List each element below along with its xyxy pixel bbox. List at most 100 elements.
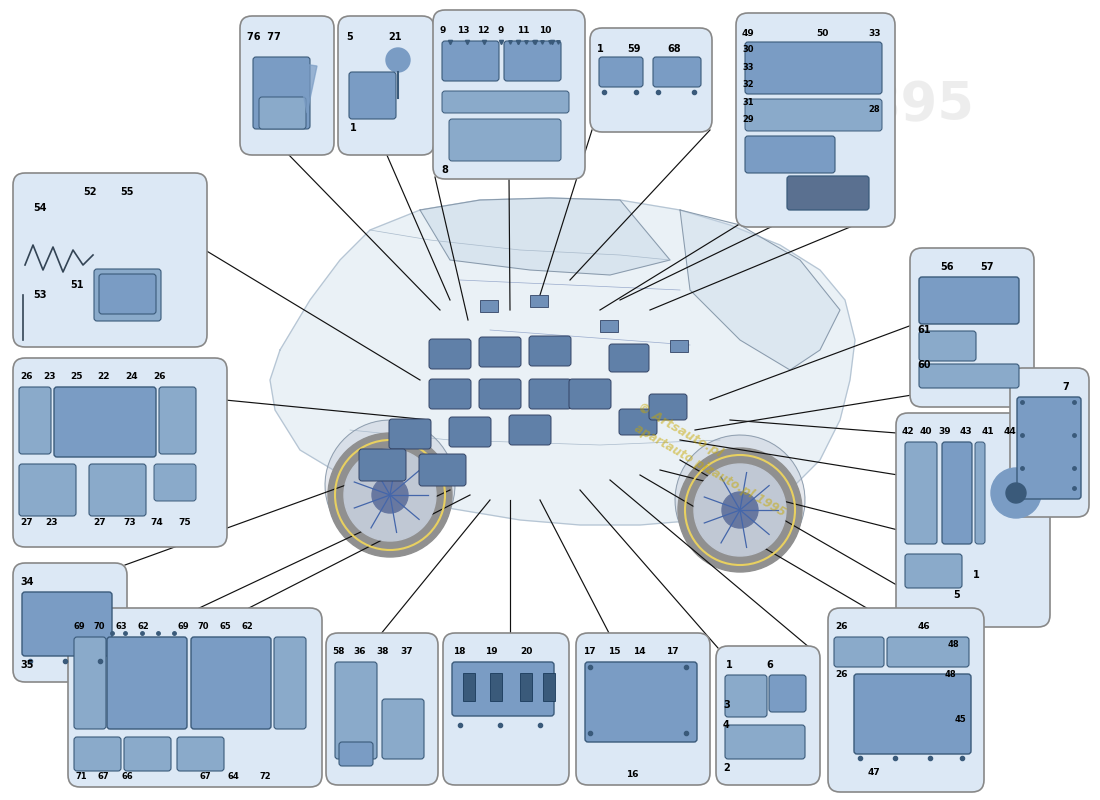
Text: 42: 42 <box>902 427 914 436</box>
FancyBboxPatch shape <box>54 387 156 457</box>
Text: 64: 64 <box>228 772 240 781</box>
FancyBboxPatch shape <box>154 464 196 501</box>
Bar <box>520 673 532 701</box>
Polygon shape <box>297 63 317 113</box>
Text: 48: 48 <box>945 670 957 679</box>
FancyBboxPatch shape <box>896 413 1050 627</box>
Text: 57: 57 <box>980 262 993 272</box>
Text: 23: 23 <box>45 518 57 527</box>
FancyBboxPatch shape <box>942 442 972 544</box>
Circle shape <box>722 492 758 528</box>
FancyBboxPatch shape <box>725 675 767 717</box>
FancyBboxPatch shape <box>349 72 396 119</box>
FancyBboxPatch shape <box>576 633 710 785</box>
FancyBboxPatch shape <box>74 637 106 729</box>
Text: 27: 27 <box>20 518 33 527</box>
FancyBboxPatch shape <box>442 41 499 81</box>
Text: 17: 17 <box>583 647 595 656</box>
Text: 67: 67 <box>98 772 110 781</box>
Circle shape <box>1006 483 1026 503</box>
FancyBboxPatch shape <box>326 633 438 785</box>
Text: 34: 34 <box>20 577 33 587</box>
FancyBboxPatch shape <box>107 637 187 729</box>
Text: 31: 31 <box>742 98 754 107</box>
Text: 26: 26 <box>153 372 165 381</box>
FancyBboxPatch shape <box>769 675 806 712</box>
Polygon shape <box>420 198 670 275</box>
FancyBboxPatch shape <box>22 592 112 656</box>
FancyBboxPatch shape <box>716 646 820 785</box>
Text: 52: 52 <box>82 187 97 197</box>
Text: 2: 2 <box>723 763 729 773</box>
FancyBboxPatch shape <box>382 699 424 759</box>
Text: 38: 38 <box>376 647 388 656</box>
Text: 5: 5 <box>953 590 959 600</box>
Text: 3: 3 <box>723 700 729 710</box>
Text: 28: 28 <box>868 105 880 114</box>
Text: 70: 70 <box>94 622 106 631</box>
Text: 7: 7 <box>1062 382 1069 392</box>
Text: 22: 22 <box>97 372 110 381</box>
FancyBboxPatch shape <box>74 737 121 771</box>
FancyBboxPatch shape <box>359 449 406 481</box>
Polygon shape <box>270 198 855 525</box>
Text: 39: 39 <box>938 427 950 436</box>
Text: 40: 40 <box>920 427 933 436</box>
Text: 71: 71 <box>75 772 87 781</box>
FancyBboxPatch shape <box>529 379 571 409</box>
Circle shape <box>344 449 436 541</box>
FancyBboxPatch shape <box>1010 368 1089 517</box>
Polygon shape <box>675 435 805 553</box>
Text: 67: 67 <box>200 772 211 781</box>
Text: 69: 69 <box>74 622 86 631</box>
Text: 50: 50 <box>816 29 828 38</box>
Text: 1: 1 <box>726 660 733 670</box>
FancyBboxPatch shape <box>745 99 882 131</box>
Polygon shape <box>680 210 840 370</box>
Bar <box>480 300 498 312</box>
Text: 25: 25 <box>70 372 82 381</box>
Text: 20: 20 <box>520 647 532 656</box>
FancyBboxPatch shape <box>854 674 971 754</box>
Text: 12: 12 <box>477 26 490 35</box>
Text: 46: 46 <box>918 622 931 631</box>
Circle shape <box>694 464 786 556</box>
Text: 1: 1 <box>350 123 356 133</box>
FancyBboxPatch shape <box>389 419 431 449</box>
FancyBboxPatch shape <box>569 379 611 409</box>
FancyBboxPatch shape <box>834 637 884 667</box>
FancyBboxPatch shape <box>905 442 937 544</box>
FancyBboxPatch shape <box>918 331 976 361</box>
FancyBboxPatch shape <box>336 662 377 759</box>
Text: 43: 43 <box>960 427 972 436</box>
FancyBboxPatch shape <box>258 97 306 129</box>
Text: 65: 65 <box>220 622 232 631</box>
FancyBboxPatch shape <box>1018 397 1081 499</box>
FancyBboxPatch shape <box>918 364 1019 388</box>
Bar <box>490 673 502 701</box>
Text: 58: 58 <box>332 647 344 656</box>
FancyBboxPatch shape <box>786 176 869 210</box>
Text: 47: 47 <box>868 768 881 777</box>
Text: 63: 63 <box>116 622 128 631</box>
Text: 70: 70 <box>198 622 209 631</box>
Text: 5: 5 <box>346 32 353 42</box>
FancyBboxPatch shape <box>600 57 643 87</box>
Text: 24: 24 <box>125 372 138 381</box>
FancyBboxPatch shape <box>419 454 466 486</box>
Text: 75: 75 <box>178 518 190 527</box>
Text: 9: 9 <box>439 26 446 35</box>
Circle shape <box>386 48 410 72</box>
Text: 61: 61 <box>917 325 931 335</box>
FancyBboxPatch shape <box>443 633 569 785</box>
Bar <box>463 673 475 701</box>
FancyBboxPatch shape <box>478 337 521 367</box>
Circle shape <box>678 448 802 572</box>
Text: 19: 19 <box>485 647 497 656</box>
Text: 51: 51 <box>70 280 84 290</box>
Text: 44: 44 <box>1004 427 1016 436</box>
FancyBboxPatch shape <box>725 725 805 759</box>
Text: 66: 66 <box>122 772 134 781</box>
FancyBboxPatch shape <box>13 358 227 547</box>
Text: 11: 11 <box>517 26 529 35</box>
